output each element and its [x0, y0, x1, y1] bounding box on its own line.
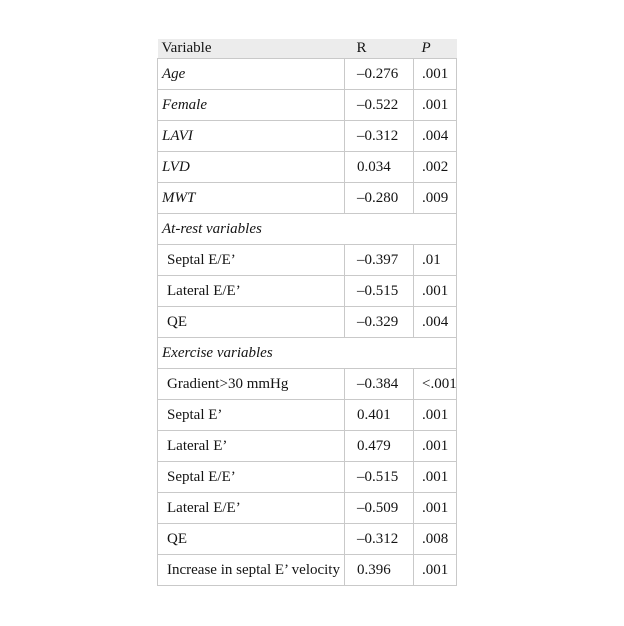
variable-cell: Septal E/E’	[157, 461, 345, 493]
p-value-cell: .001	[413, 430, 457, 462]
table-body: Age –0.276.001 Female –0.522.001 LAVI –0.312.…	[157, 58, 457, 586]
variable-cell: Septal E/E’	[157, 244, 345, 276]
p-value-cell: .01	[413, 244, 457, 276]
variable-cell: Increase in septal E’ velocity	[157, 554, 345, 586]
correlation-table: Variable R P Age –0.276.001 Female –0.522.0…	[157, 39, 457, 586]
p-value-cell: .008	[413, 523, 457, 555]
p-value-cell: .002	[413, 151, 457, 183]
r-value-cell: 0.034	[344, 151, 414, 183]
table-row: Septal E/E’ –0.515.001	[157, 461, 457, 493]
variable-cell: LAVI	[157, 120, 345, 152]
p-value-cell: .001	[413, 58, 457, 90]
table-row: Female –0.522.001	[157, 89, 457, 121]
r-value-cell: –0.312	[344, 523, 414, 555]
variable-cell: Female	[157, 89, 345, 121]
variable-cell: Septal E’	[157, 399, 345, 431]
variable-cell: LVD	[157, 151, 345, 183]
table-row: Lateral E/E’ –0.509.001	[157, 492, 457, 524]
column-header-variable: Variable	[157, 39, 345, 59]
p-value-cell: .001	[413, 89, 457, 121]
variable-cell: Lateral E/E’	[157, 492, 345, 524]
r-value-cell: –0.280	[344, 182, 414, 214]
variable-cell: QE	[157, 306, 345, 338]
r-value-cell: –0.509	[344, 492, 414, 524]
p-value-cell: .001	[413, 554, 457, 586]
variable-cell: Lateral E/E’	[157, 275, 345, 307]
table-row: LAVI –0.312.004	[157, 120, 457, 152]
table-row: QE –0.312.008	[157, 523, 457, 555]
r-value-cell: 0.401	[344, 399, 414, 431]
variable-cell: Lateral E’	[157, 430, 345, 462]
p-value-cell: .001	[413, 275, 457, 307]
r-value-cell: –0.312	[344, 120, 414, 152]
table-row: Increase in septal E’ velocity 0.396.001	[157, 554, 457, 586]
p-value-cell: .001	[413, 461, 457, 493]
table-row: Septal E’ 0.401.001	[157, 399, 457, 431]
section-header-cell: Exercise variables	[157, 337, 457, 369]
variables-table: Variable R P Age –0.276.001 Female –0.522.0…	[157, 39, 457, 586]
column-header-r: R	[344, 39, 414, 59]
variable-cell: Age	[157, 58, 345, 90]
table-row: Lateral E’ 0.479.001	[157, 430, 457, 462]
r-value-cell: –0.515	[344, 275, 414, 307]
table-row: Exercise variables	[157, 337, 457, 369]
r-value-cell: –0.522	[344, 89, 414, 121]
table-header-row: Variable R P	[157, 39, 457, 59]
r-value-cell: –0.276	[344, 58, 414, 90]
variable-cell: MWT	[157, 182, 345, 214]
table-row: QE –0.329.004	[157, 306, 457, 338]
r-value-cell: –0.384	[344, 368, 414, 400]
p-value-cell: .004	[413, 306, 457, 338]
variable-cell: Gradient>30 mmHg	[157, 368, 345, 400]
table-row: At-rest variables	[157, 213, 457, 245]
r-value-cell: –0.329	[344, 306, 414, 338]
r-value-cell: 0.479	[344, 430, 414, 462]
p-value-cell: <.001	[413, 368, 457, 400]
table-row: Gradient>30 mmHg –0.384 <.001	[157, 368, 457, 400]
table-row: LVD 0.034.002	[157, 151, 457, 183]
r-value-cell: 0.396	[344, 554, 414, 586]
section-header-cell: At-rest variables	[157, 213, 457, 245]
table-row: Septal E/E’ –0.397.01	[157, 244, 457, 276]
table-row: Lateral E/E’ –0.515.001	[157, 275, 457, 307]
p-value-cell: .009	[413, 182, 457, 214]
variable-cell: QE	[157, 523, 345, 555]
table-row: MWT –0.280.009	[157, 182, 457, 214]
p-value-cell: .001	[413, 492, 457, 524]
p-value-cell: .004	[413, 120, 457, 152]
p-value-cell: .001	[413, 399, 457, 431]
table-row: Age –0.276.001	[157, 58, 457, 90]
r-value-cell: –0.515	[344, 461, 414, 493]
r-value-cell: –0.397	[344, 244, 414, 276]
column-header-p: P	[413, 39, 457, 59]
